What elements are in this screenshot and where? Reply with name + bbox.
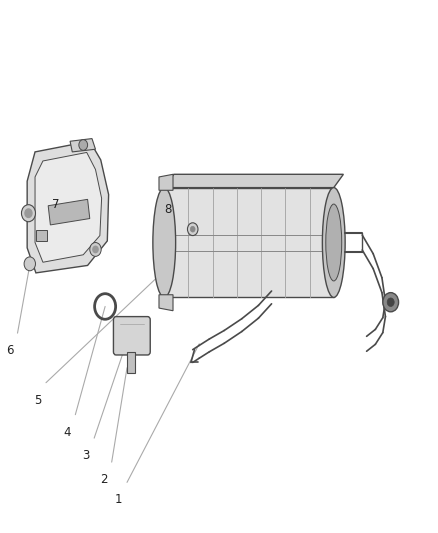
Circle shape: [387, 298, 394, 306]
Text: 3: 3: [82, 449, 90, 462]
Bar: [36, 230, 47, 241]
Circle shape: [90, 243, 101, 256]
Text: 5: 5: [34, 394, 42, 407]
Circle shape: [25, 209, 32, 217]
Text: 2: 2: [100, 473, 107, 486]
Polygon shape: [159, 295, 173, 311]
Text: 6: 6: [6, 344, 13, 357]
Text: 4: 4: [64, 426, 71, 439]
Text: 8: 8: [164, 203, 172, 215]
Ellipse shape: [153, 188, 176, 297]
Circle shape: [383, 293, 399, 312]
Bar: [127, 352, 135, 373]
Text: 7: 7: [52, 198, 59, 211]
Ellipse shape: [322, 188, 345, 297]
Polygon shape: [159, 174, 173, 190]
Circle shape: [21, 205, 35, 222]
Polygon shape: [164, 174, 343, 188]
Polygon shape: [48, 199, 90, 225]
Text: 1: 1: [115, 493, 123, 506]
Ellipse shape: [326, 204, 342, 281]
Polygon shape: [27, 141, 109, 273]
Circle shape: [187, 223, 198, 236]
FancyBboxPatch shape: [113, 317, 150, 355]
Circle shape: [24, 257, 35, 271]
Circle shape: [191, 227, 195, 232]
Circle shape: [79, 140, 88, 150]
Polygon shape: [164, 188, 334, 297]
Circle shape: [93, 246, 98, 253]
Polygon shape: [70, 139, 95, 152]
Polygon shape: [35, 152, 102, 262]
